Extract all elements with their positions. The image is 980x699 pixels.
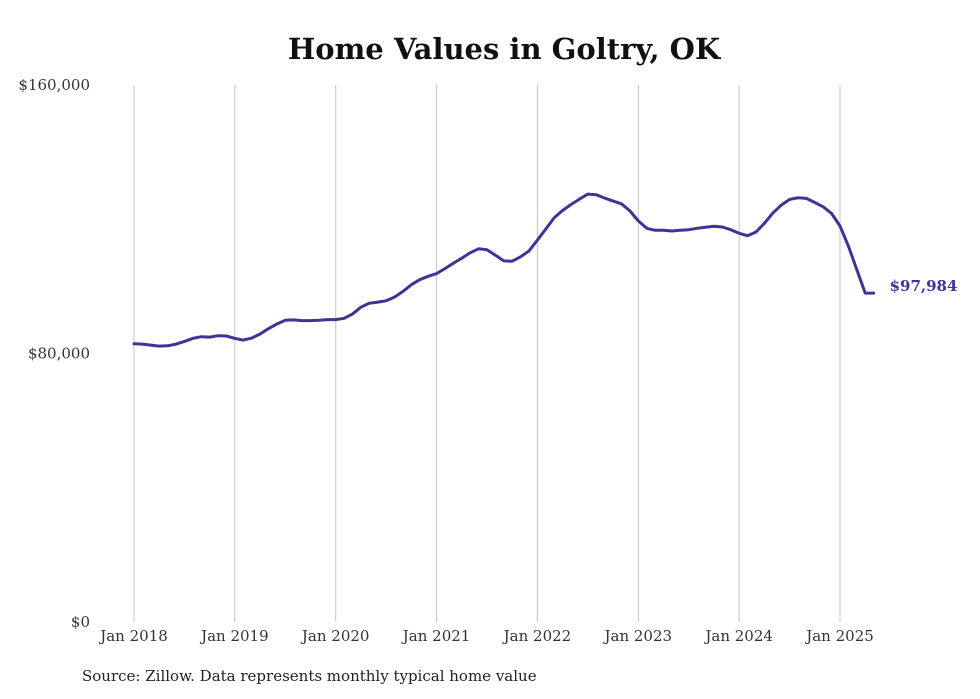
- y-tick-label: $0: [71, 613, 90, 631]
- series-line: [132, 192, 876, 348]
- x-tick-label: Jan 2024: [703, 627, 773, 645]
- y-tick-label: $80,000: [28, 345, 90, 363]
- x-tick-label: Jan 2025: [804, 627, 874, 645]
- series-lines: [132, 192, 876, 348]
- line-chart: Home Values in Goltry, OK $0 $80,000 $160,…: [18, 32, 958, 645]
- chart-title: Home Values in Goltry, OK: [288, 32, 722, 66]
- x-tick-label: Jan 2018: [98, 627, 168, 645]
- x-axis-ticks: Jan 2018 Jan 2019 Jan 2020 Jan 2021 Jan 2022…: [98, 627, 874, 645]
- x-tick-label: Jan 2020: [300, 627, 370, 645]
- y-axis-ticks: $0 $80,000 $160,000: [18, 76, 90, 631]
- chart-gridlines: [133, 85, 841, 622]
- end-value-label: $97,984: [890, 277, 958, 295]
- x-tick-label: Jan 2021: [401, 627, 471, 645]
- source-note: Source: Zillow. Data represents monthly …: [82, 667, 537, 685]
- x-tick-label: Jan 2023: [603, 627, 673, 645]
- x-tick-label: Jan 2022: [502, 627, 572, 645]
- x-tick-label: Jan 2019: [199, 627, 269, 645]
- y-tick-label: $160,000: [18, 76, 90, 94]
- series-end-labels: $97,984: [890, 277, 958, 295]
